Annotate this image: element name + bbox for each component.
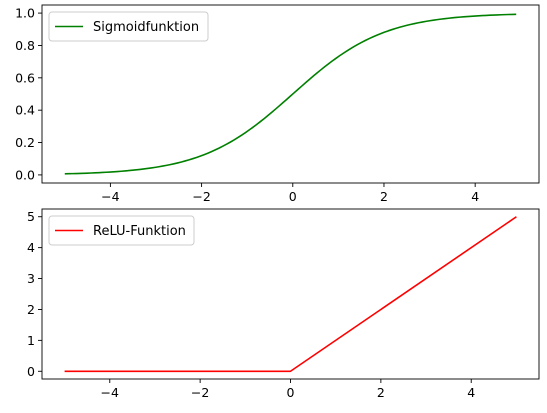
- x-tick-label: 4: [467, 385, 475, 400]
- y-tick-label: 0: [27, 364, 35, 379]
- x-tick-label: 2: [377, 385, 385, 400]
- x-tick-label: 0: [289, 189, 297, 204]
- legend: ReLU-Funktion: [48, 215, 195, 246]
- x-tick-label: −4: [101, 385, 119, 400]
- legend-box: [48, 11, 209, 42]
- y-tick-label: 0.6: [15, 70, 35, 85]
- series-line: [64, 13, 517, 175]
- x-tick-label: −2: [191, 385, 209, 400]
- x-tick-label: 2: [380, 189, 388, 204]
- subplot-2: −4 −2 0 2 4 0 1 2 3 4 5 ReLU-Funktion: [27, 208, 540, 400]
- y-tick-label: 1: [27, 333, 35, 348]
- subplot-1: −4 −2 0 2 4 0.0 0.2 0.4 0.6 0.8 1.0 Sigmoidfunktion: [15, 4, 540, 204]
- x-tick-label: −4: [101, 189, 119, 204]
- legend: Sigmoidfunktion: [48, 11, 209, 42]
- y-tick-label: 1.0: [15, 6, 35, 21]
- legend-box: [48, 215, 195, 246]
- y-tick-label: 0.8: [15, 38, 35, 53]
- y-tick-label: 5: [27, 209, 35, 224]
- legend-label: Sigmoidfunktion: [93, 20, 199, 35]
- y-tick-label: 4: [27, 240, 35, 255]
- y-tick-label: 2: [27, 302, 35, 317]
- series-line: [64, 216, 517, 373]
- x-tick-label: 4: [471, 189, 479, 204]
- y-tick-label: 3: [27, 271, 35, 286]
- legend-label: ReLU-Funktion: [93, 224, 186, 239]
- x-tick-label: 0: [287, 385, 295, 400]
- y-tick-label: 0.2: [15, 135, 35, 150]
- y-tick-label: 0.0: [15, 167, 35, 182]
- y-tick-label: 0.4: [15, 103, 35, 118]
- x-tick-label: −2: [192, 189, 210, 204]
